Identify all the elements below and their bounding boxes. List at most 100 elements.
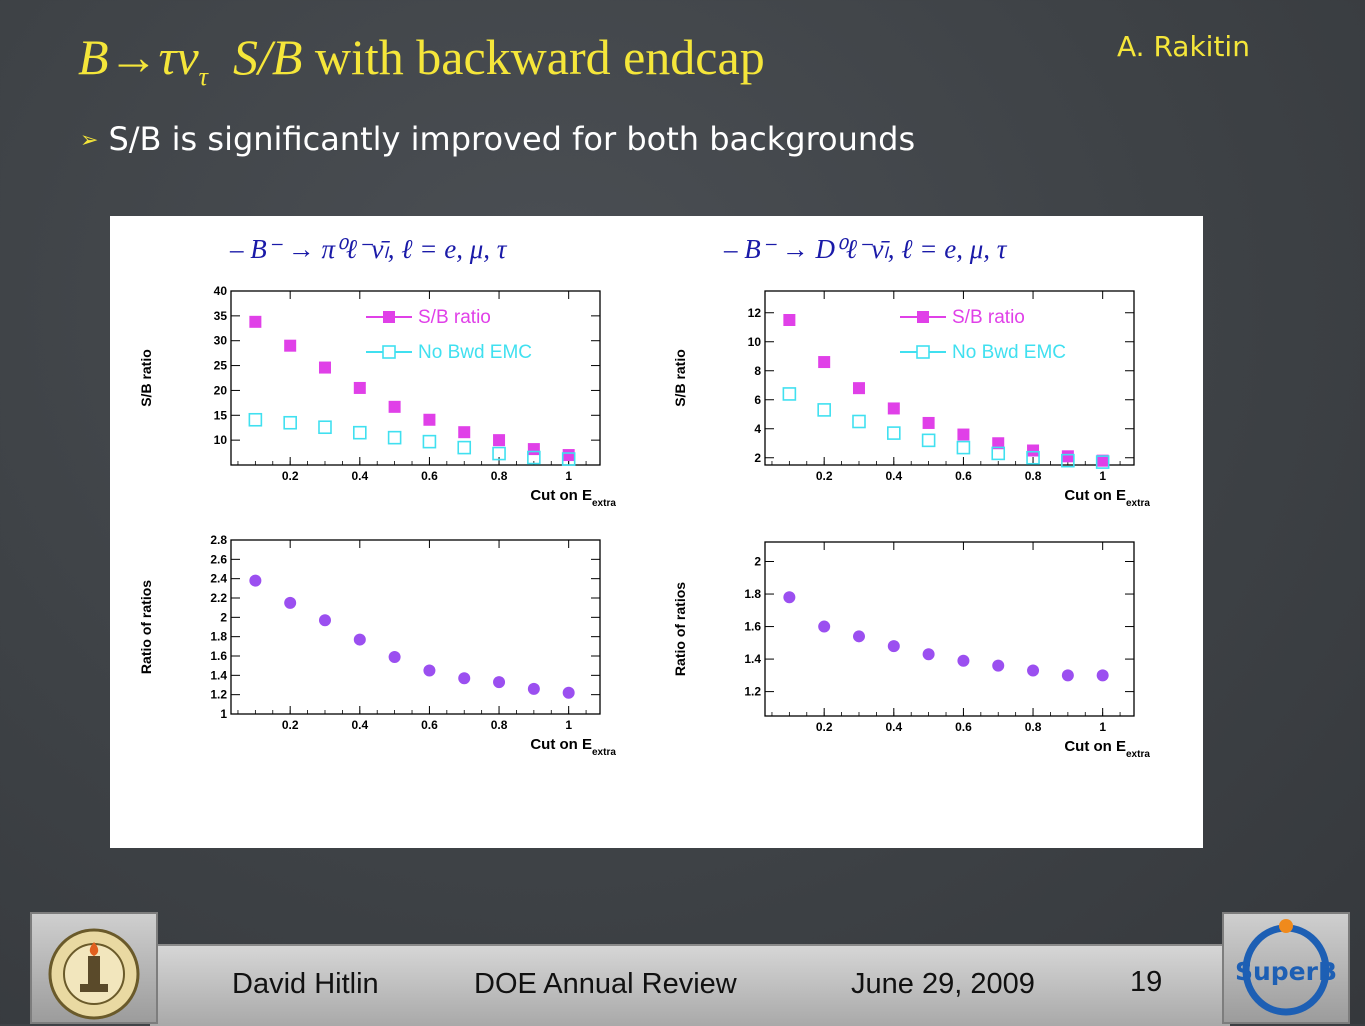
legend-marker-open bbox=[916, 345, 930, 359]
superb-logo-icon: SuperB bbox=[1235, 919, 1337, 1016]
plot-frame bbox=[764, 290, 1135, 466]
superb-logo-box: SuperB bbox=[1222, 912, 1350, 1024]
data-point-ratio bbox=[318, 614, 331, 627]
x-tick-label: 1 bbox=[565, 469, 572, 483]
data-point-ratio bbox=[922, 648, 935, 661]
data-point-ratio bbox=[249, 574, 262, 587]
data-point-sb bbox=[1061, 450, 1074, 463]
data-point-nobwd bbox=[782, 387, 797, 401]
data-point-ratio bbox=[992, 659, 1005, 672]
data-point-sb bbox=[249, 315, 262, 328]
data-point-sb bbox=[992, 437, 1005, 450]
data-point-sb bbox=[388, 400, 401, 413]
legend-label: No Bwd EMC bbox=[418, 342, 532, 363]
data-point-nobwd bbox=[527, 450, 541, 465]
x-tick-label: 0.8 bbox=[491, 718, 508, 732]
legend-marker-filled bbox=[917, 311, 929, 323]
x-tick-label: 0.2 bbox=[816, 469, 833, 483]
x-tick-label: 0.6 bbox=[955, 469, 972, 483]
data-point-sb bbox=[852, 382, 865, 395]
legend-marker-open bbox=[382, 345, 396, 359]
plot-frame bbox=[764, 541, 1135, 717]
y-tick-label: 30 bbox=[214, 334, 228, 348]
data-point-ratio bbox=[887, 640, 900, 653]
plot-frame bbox=[230, 539, 601, 715]
y-tick-label: 10 bbox=[214, 433, 228, 447]
data-point-ratio bbox=[284, 596, 297, 609]
x-tick-label: 0.4 bbox=[885, 720, 902, 734]
footer-date: June 29, 2009 bbox=[851, 968, 1035, 1000]
y-axis-label: S/B ratio bbox=[672, 349, 688, 407]
x-axis-label-subscript: extra bbox=[592, 498, 616, 509]
y-tick-label: 2.6 bbox=[210, 552, 227, 566]
y-axis-label: Ratio of ratios bbox=[138, 580, 154, 674]
data-point-nobwd bbox=[1095, 455, 1110, 469]
x-tick-label: 0.8 bbox=[491, 469, 508, 483]
data-point-nobwd bbox=[492, 446, 506, 461]
y-tick-label: 15 bbox=[214, 408, 228, 422]
data-point-sb bbox=[922, 416, 935, 429]
data-point-nobwd bbox=[1061, 453, 1075, 468]
title-rest: with backward endcap bbox=[314, 29, 765, 85]
data-point-sb bbox=[783, 314, 796, 326]
title-sb: S/B bbox=[232, 29, 303, 85]
x-axis-label: Cut on E bbox=[530, 736, 592, 753]
legend-label: S/B ratio bbox=[952, 307, 1025, 328]
y-tick-label: 35 bbox=[214, 309, 228, 323]
y-tick-label: 1.4 bbox=[744, 652, 761, 666]
plots-svg: – B⁻ → π⁰ℓ⁻ν̄ₗ, ℓ = e, μ, τ 0.2 0.4 0.6 0.8 1… bbox=[138, 234, 1150, 760]
legend-marker-filled bbox=[383, 311, 395, 323]
panel-title: – B⁻ → D⁰ℓ⁻ν̄ₗ, ℓ = e, μ, τ bbox=[723, 234, 1008, 264]
chart-panel-1: – B⁻ → π⁰ℓ⁻ν̄ₗ, ℓ = e, μ, τ 0.2 0.4 0.6 0.8 1… bbox=[138, 234, 616, 509]
x-axis-label: Cut on E bbox=[1064, 738, 1126, 755]
y-tick-label: 2 bbox=[754, 451, 761, 465]
x-axis-label-subscript: extra bbox=[1126, 749, 1150, 760]
data-point-sb bbox=[458, 426, 471, 439]
data-point-ratio bbox=[423, 664, 436, 677]
x-tick-label: 0.4 bbox=[351, 718, 368, 732]
data-point-sb bbox=[562, 449, 575, 462]
data-point-sb bbox=[493, 434, 506, 447]
footer-bar bbox=[150, 944, 1230, 1026]
y-tick-label: 1.6 bbox=[210, 649, 227, 663]
x-tick-label: 0.8 bbox=[1025, 469, 1042, 483]
y-tick-label: 2.2 bbox=[210, 591, 227, 605]
data-point-nobwd bbox=[561, 452, 576, 466]
arrow-bullet-icon: ➢ bbox=[80, 128, 99, 153]
data-point-nobwd bbox=[248, 412, 263, 427]
data-point-sb bbox=[527, 443, 540, 456]
y-tick-label: 1.2 bbox=[210, 688, 227, 702]
data-point-nobwd bbox=[817, 403, 831, 417]
data-point-nobwd bbox=[887, 426, 901, 440]
data-point-nobwd bbox=[422, 434, 437, 449]
x-axis-label-subscript: extra bbox=[592, 747, 616, 758]
legend-label: S/B ratio bbox=[418, 307, 491, 328]
y-axis-label: Ratio of ratios bbox=[672, 582, 688, 676]
plot-frame bbox=[230, 290, 601, 466]
x-axis-label-subscript: extra bbox=[1126, 498, 1150, 509]
caltech-logo-box bbox=[30, 912, 158, 1024]
y-tick-label: 8 bbox=[754, 364, 761, 378]
legend-label: No Bwd EMC bbox=[952, 342, 1066, 363]
x-axis-label: Cut on E bbox=[530, 487, 592, 504]
y-tick-label: 1.8 bbox=[210, 630, 227, 644]
data-point-ratio bbox=[458, 672, 471, 685]
data-point-nobwd bbox=[852, 414, 866, 429]
data-point-nobwd bbox=[353, 425, 367, 440]
y-tick-label: 2.4 bbox=[210, 572, 227, 586]
x-tick-label: 0.2 bbox=[282, 718, 299, 732]
y-axis-label: S/B ratio bbox=[138, 349, 154, 407]
y-tick-label: 1 bbox=[220, 707, 227, 721]
data-point-nobwd bbox=[1026, 450, 1040, 465]
data-point-ratio bbox=[493, 676, 506, 689]
data-point-ratio bbox=[783, 591, 796, 604]
data-point-sb bbox=[423, 413, 436, 426]
data-point-nobwd bbox=[283, 415, 297, 430]
y-tick-label: 20 bbox=[214, 383, 228, 397]
x-tick-label: 0.2 bbox=[816, 720, 833, 734]
data-point-nobwd bbox=[991, 446, 1006, 461]
data-point-ratio bbox=[818, 620, 831, 633]
data-point-sb bbox=[957, 428, 970, 441]
data-point-ratio bbox=[388, 650, 401, 663]
